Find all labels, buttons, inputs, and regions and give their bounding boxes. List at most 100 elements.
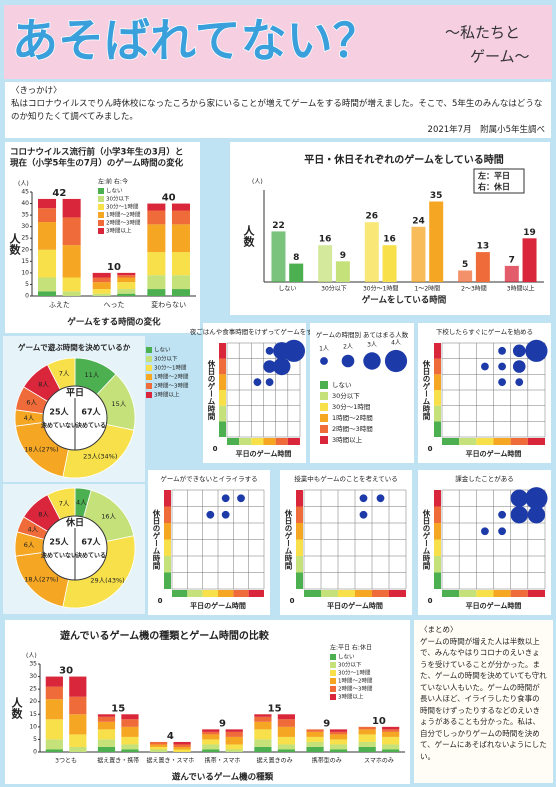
bubble: [498, 527, 506, 536]
axis-strip: [219, 421, 226, 437]
bubble: [481, 362, 489, 371]
bubble: [512, 344, 526, 358]
total-label: 30: [59, 666, 73, 677]
y-tick-label: 40: [21, 200, 29, 207]
value-label: 22: [272, 221, 285, 231]
legend-note: 左:平日 右:休日: [330, 644, 372, 652]
bubble: [237, 494, 245, 503]
summary-box: 〈まとめ〉 ゲームの時間が増えた人は半数以上で、みんなやはりコロナのえいきょうを…: [414, 620, 553, 783]
bar-segment: [277, 714, 295, 720]
y-tick-label: 30: [29, 673, 37, 680]
x-tick-label: スマホのみ: [364, 758, 394, 765]
bar: [382, 245, 397, 282]
bar-segment: [202, 739, 220, 745]
bar-segment: [171, 252, 190, 276]
legend-label: 3時間以上: [154, 391, 180, 399]
bar-segment: [306, 736, 324, 742]
bar-segment: [173, 746, 191, 750]
y-tick-label: 5: [33, 736, 37, 743]
axis-strip: [296, 506, 303, 523]
bar-segment: [202, 734, 220, 740]
value-label: 7: [509, 255, 515, 265]
axis-strip: [296, 490, 303, 507]
bar-segment: [358, 746, 376, 752]
bar: [458, 270, 473, 282]
y-tick-label: 15: [29, 711, 37, 718]
bar-segment: [171, 210, 190, 225]
legend-label: 1時間〜2時間: [106, 211, 141, 219]
axis-strip: [389, 590, 406, 597]
axis-strip: [442, 590, 460, 597]
bar-segment: [69, 746, 87, 752]
bar-segment: [358, 734, 376, 742]
bar-segment: [62, 198, 81, 218]
axis-strip: [275, 438, 288, 445]
y-tick-label: 20: [21, 246, 29, 253]
axis-strip: [287, 438, 300, 445]
axis-strip: [219, 374, 226, 390]
legend-label: 1時間〜2時間: [154, 373, 189, 381]
x-tick-label: 30分〜1時間: [363, 285, 398, 293]
bar-segment: [117, 293, 136, 296]
legend-label: しない: [106, 188, 123, 195]
half-total: 67人: [81, 537, 101, 547]
half-name: 決めていない: [41, 422, 77, 430]
axis-strip: [493, 438, 511, 445]
value-label: 19: [523, 228, 536, 238]
chart-title: 授業中もゲームのことを考えている: [294, 474, 397, 483]
chart-title: 遊んでいるゲーム機の種類とゲーム時間の比較: [60, 629, 270, 642]
bar-segment: [171, 275, 190, 290]
chart-title: 現在（小学5年生の7月）のゲーム時間の変化: [10, 158, 184, 169]
bar-segment: [45, 699, 63, 720]
value-label: 9: [340, 251, 346, 261]
bar-segment: [121, 744, 139, 750]
bar-segment: [121, 736, 139, 745]
y-unit: (人): [252, 179, 263, 186]
origin-label: 0: [213, 445, 218, 453]
value-label: 16: [383, 235, 396, 245]
total-label: 15: [268, 703, 282, 714]
legend-swatch: [330, 694, 336, 700]
intro-text: 私はコロナウイルスでりん時休校になったころから家にいることが増えてゲームをする時…: [11, 99, 543, 122]
total-label: 42: [52, 188, 66, 199]
x-tick-label: 30分以下: [321, 285, 347, 293]
bubble: [525, 339, 548, 362]
bar: [289, 263, 304, 282]
size-key: [320, 357, 328, 365]
y-tick-label: 15: [21, 258, 29, 265]
legend-label: 30分以下: [332, 391, 360, 400]
bar: [429, 201, 444, 282]
axis-strip: [434, 556, 441, 573]
axis-strip: [338, 590, 355, 597]
bubble: [527, 506, 546, 524]
bubble: [263, 360, 276, 373]
x-axis-label: 平日のゲーム時間: [236, 449, 292, 458]
axis-strip: [219, 390, 226, 406]
legend-swatch: [98, 220, 104, 226]
bar-segment: [45, 749, 63, 752]
bar-segment: [358, 741, 376, 747]
bar-segment: [254, 729, 272, 740]
legend-swatch: [98, 212, 104, 218]
legend-swatch: [98, 204, 104, 210]
y-axis-label: 休日のゲーム時間: [207, 359, 216, 422]
legend-swatch: [146, 356, 152, 362]
half-total: 25人: [49, 407, 69, 417]
y-axis-label: 人数: [10, 696, 23, 720]
bar-segment: [121, 719, 139, 727]
axis-strip: [442, 438, 460, 445]
bar-segment: [150, 744, 168, 747]
bar-segment: [97, 746, 116, 752]
bar-segment: [173, 749, 191, 752]
bar-segment: [69, 734, 87, 747]
bar-segment: [150, 746, 168, 750]
bubble: [282, 339, 306, 362]
bar-segment: [254, 739, 272, 747]
bar-segment: [225, 736, 243, 745]
segment-label: 18人(27%): [24, 575, 58, 583]
x-tick-label: 3時間以上: [507, 285, 535, 293]
x-tick-label: 据え置きのみ: [257, 757, 293, 765]
bar-segment: [45, 676, 63, 687]
axis-strip: [434, 506, 441, 523]
axis-strip: [296, 572, 303, 589]
